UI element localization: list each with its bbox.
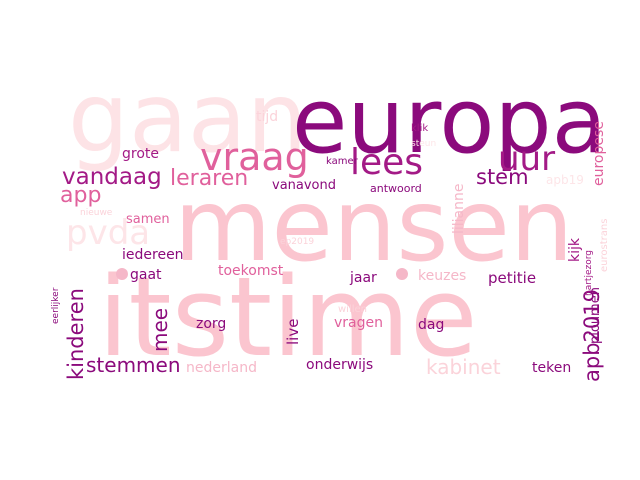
- word-keuzes: keuzes: [418, 268, 467, 284]
- word-onderwijs: onderwijs: [306, 357, 374, 373]
- word-eurostrans: eurostrans: [599, 218, 610, 272]
- word-kinderen: kinderen: [64, 288, 88, 380]
- word-grote: grote: [122, 146, 160, 162]
- word-vandaag: vandaag: [62, 164, 162, 190]
- word-toekomst: toekomst: [218, 263, 284, 279]
- word-app: app: [60, 183, 102, 208]
- word-petitie: petitie: [488, 269, 537, 287]
- word-itstime: itstime: [98, 253, 478, 381]
- word-lilianne: lilianne: [451, 183, 467, 235]
- word-dag: dag: [418, 317, 445, 333]
- word-klik: klik: [411, 123, 429, 134]
- word-gaat: gaat: [130, 267, 162, 283]
- word-europa: europa: [292, 69, 607, 174]
- word-vragen: vragen: [334, 315, 383, 331]
- word-nieuwe: nieuwe: [80, 208, 113, 218]
- word-tijd: tijd: [256, 109, 279, 125]
- dot-mark: [396, 268, 408, 280]
- word-kabinet: kabinet: [426, 355, 501, 379]
- word-nederland: nederland: [186, 360, 257, 376]
- word-kamer: kamer: [326, 156, 358, 167]
- word-vraag: vraag: [200, 135, 309, 179]
- word-steun: steun: [411, 139, 437, 149]
- word-ep2019: ep2019: [280, 237, 315, 247]
- word-jaar: jaar: [350, 270, 377, 286]
- word-teken: teken: [532, 360, 572, 376]
- word-antwoord: antwoord: [370, 182, 422, 195]
- word-zorg: zorg: [196, 316, 227, 332]
- word-mensen: mensen: [174, 167, 574, 284]
- word-willen: willen: [338, 304, 368, 315]
- word-lees: lees: [350, 142, 424, 183]
- word-iedereen: iedereen: [122, 247, 184, 263]
- word-eerlijker: eerlijker: [51, 287, 61, 324]
- word-uur: uur: [498, 139, 556, 179]
- word-samen: samen: [126, 212, 170, 227]
- dot-mark: [116, 268, 128, 280]
- word-stemmen: stemmen: [86, 353, 181, 377]
- word-mee: mee: [148, 307, 172, 352]
- word-live: live: [284, 318, 302, 345]
- word-pvda: pvda: [66, 213, 151, 253]
- word-apb19: apb19: [546, 173, 584, 187]
- word-stem: stem: [476, 165, 529, 189]
- word-leraren: leraren: [170, 166, 249, 191]
- word-gaan: gaan: [68, 62, 308, 174]
- word-kijk: kijk: [567, 238, 583, 262]
- word-vanavond: vanavond: [272, 178, 337, 193]
- word-ploumen: ploumen: [588, 287, 603, 344]
- word-europese: europese: [591, 121, 607, 186]
